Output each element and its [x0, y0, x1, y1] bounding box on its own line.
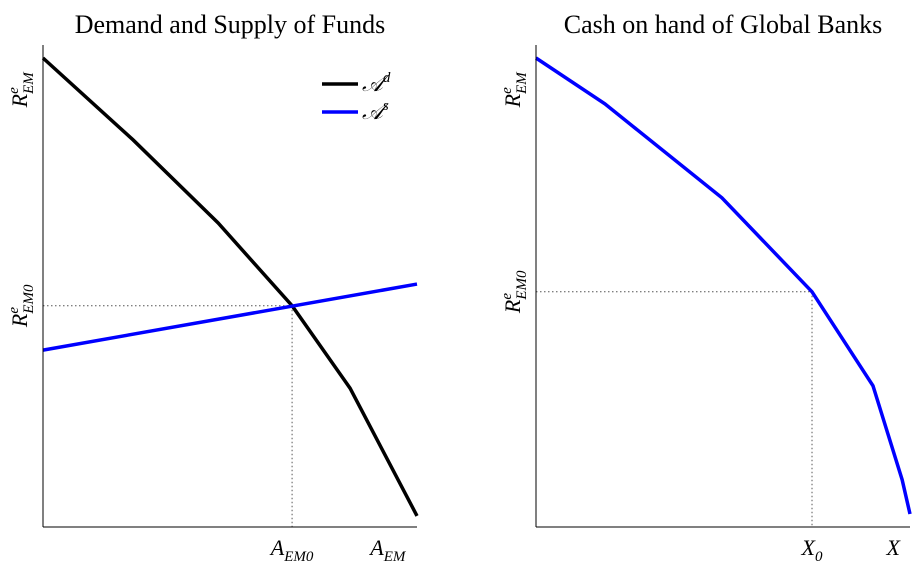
x-tick-label-sub: 0 — [815, 549, 823, 562]
x-tick-label-sub: EM — [383, 549, 407, 562]
y-tick-label-sub: EM0 — [514, 270, 530, 301]
x-tick-label: A EM — [368, 535, 407, 562]
x-tick-label-inner: X — [885, 535, 901, 560]
series-line — [42, 282, 418, 352]
x-tick-label-base: A — [269, 535, 285, 560]
series-line — [41, 56, 419, 517]
y-tick-label-sub: EM — [514, 71, 530, 95]
x-tick-label-base: A — [368, 535, 384, 560]
x-tick-label-base: X — [885, 535, 901, 560]
chart-title: Demand and Supply of Funds — [75, 10, 386, 39]
x-tick-label: A EM0 — [269, 535, 314, 562]
x-tick-label-inner: A EM0 — [269, 535, 314, 562]
y-tick-label-base: R — [500, 93, 525, 108]
y-tick-label-base: R — [7, 313, 32, 328]
x-tick-label-base: X — [801, 535, 817, 560]
y-tick-label-sub: EM — [21, 71, 37, 95]
series-line — [535, 56, 912, 515]
y-tick-label-base: R — [500, 299, 525, 314]
chart-title: Cash on hand of Global Banks — [564, 10, 882, 39]
x-tick-label-inner: A EM — [368, 535, 407, 562]
x-tick-label: X — [885, 535, 901, 560]
y-tick-label-sup: e — [499, 293, 515, 300]
y-tick-label-sup: e — [6, 87, 22, 94]
y-tick-label-sup: e — [499, 87, 515, 94]
legend-label-sup: d — [383, 70, 391, 86]
y-tick-label-sup: e — [6, 307, 22, 314]
x-tick-label-sub: EM0 — [283, 549, 314, 562]
y-tick-label-base: R — [7, 93, 32, 108]
legend-label-sup: s — [383, 98, 389, 114]
y-tick-label-sub: EM0 — [21, 284, 37, 315]
